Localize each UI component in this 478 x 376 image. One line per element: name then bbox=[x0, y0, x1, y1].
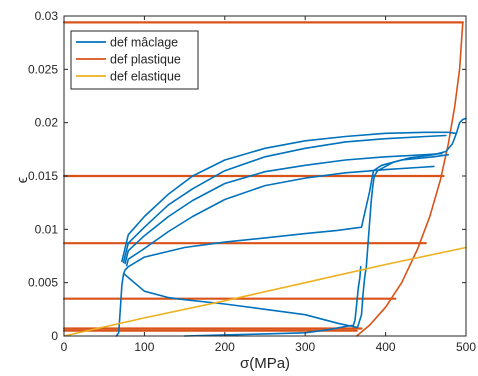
y-tick-label: 0.02 bbox=[35, 116, 59, 130]
series-line-def-m-clage bbox=[124, 152, 443, 265]
series-line-def-m-clage bbox=[376, 117, 467, 172]
series-def-elastique bbox=[63, 246, 467, 337]
x-axis: 0 100 200 300 400 500 bbox=[61, 16, 476, 354]
y-tick-label: 0 bbox=[51, 329, 58, 343]
y-tick-label: 0.025 bbox=[28, 62, 58, 76]
x-axis-label: σ(MPa) bbox=[240, 355, 290, 372]
series-line-def-m-clage bbox=[122, 134, 447, 264]
legend-label: def mâclage bbox=[110, 36, 178, 50]
series-line-def-m-clage bbox=[123, 169, 379, 329]
series-def-m-clage bbox=[115, 117, 467, 337]
legend-items: def mâclage def plastique def elastique bbox=[76, 36, 181, 84]
legend-label: def plastique bbox=[110, 53, 181, 67]
y-axis-label: ϵ bbox=[14, 176, 31, 183]
series-line-def-m-clage bbox=[115, 153, 450, 337]
y-tick-label: 0.005 bbox=[28, 276, 58, 290]
y-axis: 0 0.005 0.01 0.015 0.02 0.025 0.03 bbox=[28, 9, 466, 343]
series-line-def-m-clage bbox=[183, 265, 362, 337]
series-line-def-elastique bbox=[63, 246, 467, 337]
legend-box bbox=[70, 30, 199, 90]
legend: def mâclage def plastique def elastique bbox=[70, 30, 199, 90]
x-tick-label: 300 bbox=[295, 340, 315, 354]
series-line-def-m-clage bbox=[121, 131, 457, 263]
series-layer bbox=[62, 21, 467, 337]
series-def-plastique bbox=[62, 21, 464, 337]
y-tick-label: 0.01 bbox=[35, 222, 59, 236]
x-tick-label: 500 bbox=[456, 340, 476, 354]
x-tick-label: 200 bbox=[215, 340, 235, 354]
x-tick-label: 0 bbox=[61, 340, 68, 354]
y-tick-label: 0.015 bbox=[28, 169, 58, 183]
x-tick-label: 100 bbox=[134, 340, 154, 354]
y-tick-label: 0.03 bbox=[35, 9, 59, 23]
series-line-def-plastique bbox=[355, 21, 464, 337]
legend-label: def elastique bbox=[110, 70, 181, 84]
x-tick-label: 400 bbox=[376, 340, 396, 354]
series-line-def-m-clage bbox=[125, 165, 435, 267]
